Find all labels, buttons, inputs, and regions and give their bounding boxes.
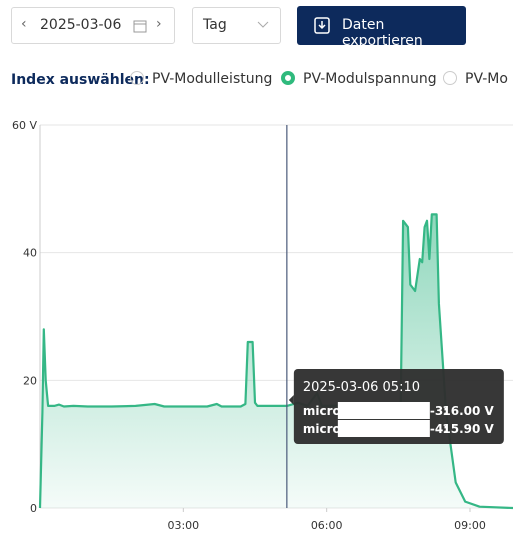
tooltip-value: 16.00 V [442, 404, 494, 418]
tooltip-name: micro- [303, 404, 346, 418]
tooltip-value: 15.90 V [442, 422, 494, 436]
x-tick-label: 06:00 [311, 519, 343, 532]
index-option[interactable]: PV-Modulspannung [281, 71, 437, 87]
next-day[interactable]: › [156, 16, 162, 32]
dropdown-arrow [257, 21, 269, 28]
index-option[interactable]: PV-Mo [443, 71, 508, 87]
redaction [337, 402, 430, 419]
radio [281, 71, 295, 85]
tooltip-name: -3: [430, 404, 448, 418]
date-text: 2025-03-06 [40, 17, 122, 33]
export-button[interactable]: Daten exportieren [297, 6, 466, 49]
tooltip-box [288, 395, 294, 405]
tooltip-name: micro- [303, 422, 346, 436]
y-tick-label: 60 V [12, 119, 37, 132]
radio [443, 71, 457, 85]
option-text: PV-Modulleistung [152, 71, 273, 87]
y-tick-label: 20 [23, 374, 37, 387]
y-tick-label: 40 [23, 247, 37, 260]
y-tick-label: 0 [30, 502, 37, 515]
x-tick-label: 09:00 [454, 519, 486, 532]
period-text: Tag [203, 17, 227, 33]
option-text: PV-Mo [465, 71, 508, 87]
export-icon [314, 17, 330, 34]
chart: 0 20 40 60 V 03:00 06:00 09:00 2025-03-06 05:10… [12, 119, 513, 532]
index-option[interactable]: PV-Modulleistung [130, 71, 272, 87]
index-row: Index auswählen: [11, 72, 150, 88]
tooltip-title: 2025-03-06 05:10 [303, 380, 420, 395]
period-select[interactable]: Tag [192, 7, 281, 44]
prev-day[interactable]: ‹ [21, 16, 27, 32]
calendar-icon [133, 20, 147, 33]
date-picker[interactable]: ‹ 2025-03-06 › [11, 7, 175, 44]
export-text: Daten exportieren [342, 17, 423, 49]
x-tick-label: 03:00 [167, 519, 199, 532]
tooltip: 2025-03-06 05:10 micro- -3:16.00 V micro- -4… [288, 369, 504, 444]
redaction [337, 420, 430, 437]
radio [130, 71, 144, 85]
line [38, 213, 513, 510]
tooltip-name: -4: [430, 422, 448, 436]
index-label: Index auswählen: [11, 72, 150, 88]
option-text: PV-Modulspannung [303, 71, 437, 87]
